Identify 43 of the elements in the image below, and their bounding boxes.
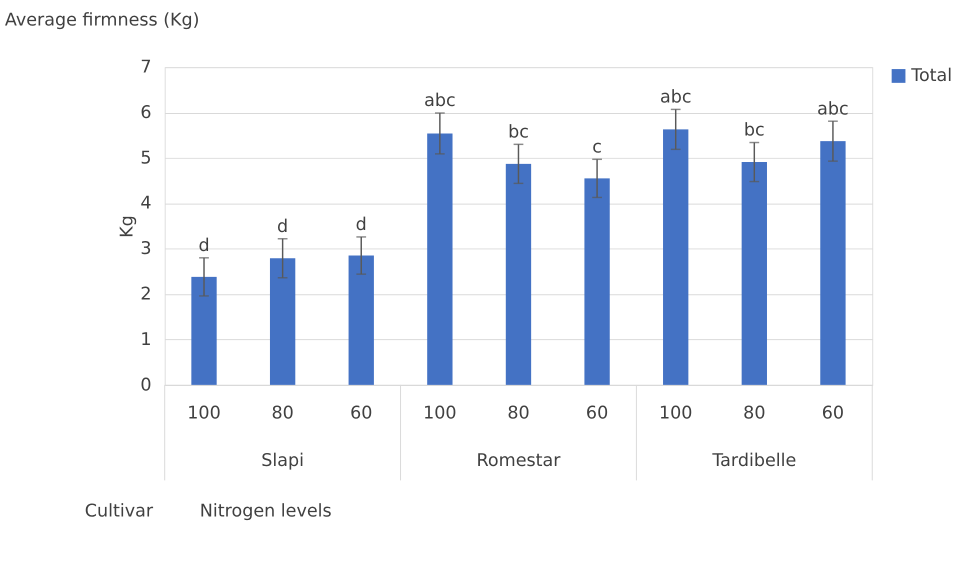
x-tick-label: 80 xyxy=(271,404,294,424)
x-tick-label: 100 xyxy=(423,404,457,424)
bar xyxy=(584,178,610,385)
data-label: c xyxy=(592,138,602,158)
data-label: abc xyxy=(817,99,849,120)
text: Romestar xyxy=(476,450,562,471)
chart-title: Average firmness (Kg) xyxy=(4,10,200,30)
y-tick-label: 6 xyxy=(140,102,152,123)
data-label: d xyxy=(277,216,288,237)
y-tick-label: 3 xyxy=(140,239,152,260)
bar xyxy=(663,129,688,385)
bar xyxy=(191,276,217,385)
y-tick-label: 7 xyxy=(140,58,152,78)
text: Slapi xyxy=(261,450,304,471)
bar xyxy=(742,162,767,385)
x-tick-label: 100 xyxy=(658,404,692,424)
data-label: bc xyxy=(744,120,765,141)
x-tick-label: 100 xyxy=(187,404,221,424)
x-tick-label: 80 xyxy=(743,404,766,424)
y-tick-label: 0 xyxy=(140,375,152,396)
data-label: d xyxy=(198,236,210,256)
x-tick-label: 60 xyxy=(350,404,372,424)
y-tick-label: 4 xyxy=(140,194,152,214)
text: Nitrogen levels xyxy=(200,501,332,522)
bar xyxy=(506,164,532,385)
bar xyxy=(820,141,846,385)
text: Tardibelle xyxy=(711,450,796,471)
data-label: abc xyxy=(660,88,692,108)
y-tick-label: 5 xyxy=(140,148,152,168)
y-tick-label: 1 xyxy=(140,330,152,350)
data-label: d xyxy=(356,215,367,236)
y-axis-title: Kg xyxy=(118,215,138,238)
text: Cultivar xyxy=(84,501,154,522)
x-tick-label: 60 xyxy=(586,404,608,424)
bar xyxy=(270,258,296,385)
data-label: abc xyxy=(424,91,456,112)
bar xyxy=(348,256,374,385)
y-tick-label: 2 xyxy=(140,284,152,304)
bar xyxy=(427,133,453,385)
x-tick-label: 60 xyxy=(822,404,844,424)
legend-label: Total xyxy=(910,66,952,86)
x-tick-label: 80 xyxy=(507,404,530,424)
data-label: bc xyxy=(508,122,529,143)
